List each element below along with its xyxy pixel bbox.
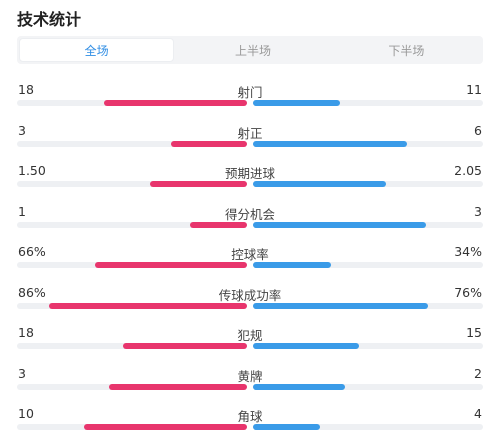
home-value: 3 <box>18 365 26 381</box>
stat-label: 角球 <box>237 409 263 424</box>
home-bar <box>189 221 247 228</box>
stat-label: 控球率 <box>231 247 269 262</box>
page-title: 技术统计 <box>17 10 82 29</box>
home-value: 18 <box>18 82 34 97</box>
away-bar-track <box>253 302 483 309</box>
away-bar <box>253 181 387 187</box>
home-bar-track <box>17 424 247 430</box>
tab-second-half[interactable]: 下半场 <box>388 43 425 58</box>
stat-label: 犯规 <box>237 328 263 343</box>
stat-label: 传球成功率 <box>218 287 282 303</box>
stat-label: 得分机会 <box>224 206 275 222</box>
away-bar <box>253 424 320 430</box>
away-bar-track <box>253 140 483 147</box>
home-value: 1 <box>18 203 26 219</box>
home-bar-track <box>17 262 247 268</box>
stat-label: 射门 <box>237 85 263 100</box>
home-bar-track <box>17 140 247 147</box>
home-value: 1.50 <box>18 163 46 178</box>
away-value: 76% <box>454 284 482 300</box>
away-value: 2.05 <box>454 163 482 178</box>
away-bar <box>253 302 428 309</box>
away-bar <box>253 343 359 349</box>
home-bar-track <box>17 221 247 228</box>
tab-first-half[interactable]: 上半场 <box>234 43 271 58</box>
stat-row: 86% 传球成功率 76% <box>0 285 500 325</box>
home-value: 66% <box>18 244 46 259</box>
away-bar-track <box>253 181 483 187</box>
home-bar <box>83 424 247 430</box>
home-value: 86% <box>18 284 46 300</box>
home-bar-track <box>17 383 247 390</box>
stat-row: 1 得分机会 3 <box>0 204 500 244</box>
away-value: 11 <box>466 82 482 97</box>
away-bar-track <box>253 343 483 349</box>
away-value: 6 <box>474 122 482 138</box>
home-bar <box>49 302 247 309</box>
stat-row: 3 射正 6 <box>0 123 500 163</box>
away-bar <box>253 383 345 390</box>
stat-row: 10 角球 4 <box>0 406 500 446</box>
away-bar-track <box>253 262 483 268</box>
stat-row: 18 犯规 15 <box>0 325 500 365</box>
home-value: 10 <box>18 406 34 421</box>
away-bar <box>253 262 332 268</box>
home-bar-track <box>17 181 247 187</box>
stat-row: 66% 控球率 34% <box>0 244 500 284</box>
home-bar-track <box>17 100 247 106</box>
tab-full-match[interactable]: 全场 <box>19 38 175 62</box>
stat-label: 预期进球 <box>224 166 275 181</box>
period-tabs: 全场 上半场 下半场 <box>17 36 483 64</box>
away-bar-track <box>253 424 483 430</box>
away-value: 15 <box>466 325 482 340</box>
home-bar-track <box>17 302 247 309</box>
home-bar <box>109 383 247 390</box>
away-value: 2 <box>474 365 482 381</box>
away-bar-track <box>253 383 483 390</box>
home-bar <box>122 343 247 349</box>
home-value: 3 <box>18 122 26 138</box>
home-bar <box>171 140 247 147</box>
home-value: 18 <box>18 325 34 340</box>
away-value: 34% <box>454 244 482 259</box>
home-bar <box>104 100 247 106</box>
stat-row: 1.50 预期进球 2.05 <box>0 163 500 203</box>
home-bar-track <box>17 343 247 349</box>
away-bar <box>253 140 408 147</box>
away-bar-track <box>253 221 483 228</box>
home-bar <box>95 262 247 268</box>
stat-row: 18 射门 11 <box>0 82 500 122</box>
away-value: 3 <box>474 203 482 219</box>
home-bar <box>150 181 247 187</box>
stat-label: 黄牌 <box>237 368 263 384</box>
away-value: 4 <box>474 406 482 421</box>
away-bar <box>253 221 426 228</box>
stat-row: 3 黄牌 2 <box>0 366 500 406</box>
away-bar <box>253 100 341 106</box>
stat-label: 射正 <box>237 125 263 141</box>
away-bar-track <box>253 100 483 106</box>
